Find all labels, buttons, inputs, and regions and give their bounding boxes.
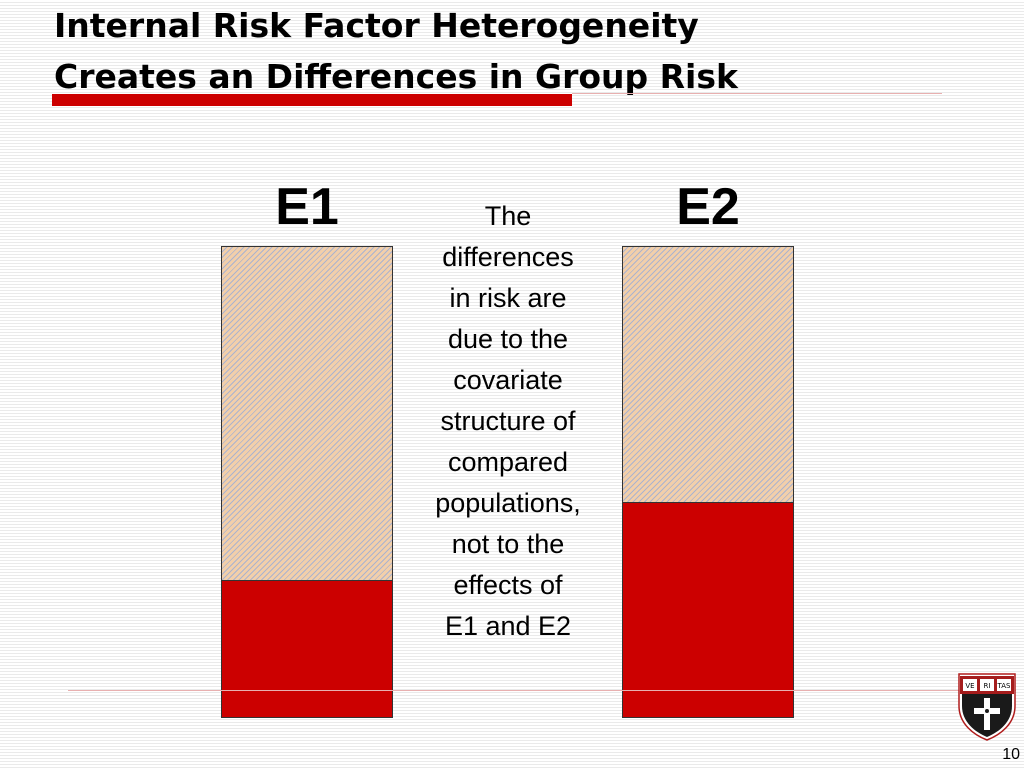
- note-line: not to the: [451, 529, 565, 559]
- title-underline-rule: [572, 93, 942, 94]
- note-line: covariate: [453, 365, 563, 395]
- risk-bar-e1: [221, 246, 393, 718]
- note-line: E1 and E2: [444, 611, 572, 641]
- logo-motto-tas: TAS: [997, 682, 1012, 690]
- note-line: differences: [442, 242, 574, 272]
- logo-motto-ri: RI: [984, 682, 991, 690]
- note-line: effects of: [453, 570, 563, 600]
- logo-motto-ve: VE: [965, 682, 974, 690]
- note-line: The: [484, 201, 532, 231]
- footer-rule: [68, 690, 1016, 691]
- explanation-note: The differences in risk are due to the c…: [408, 196, 608, 647]
- note-line: in risk are: [449, 283, 567, 313]
- slide-title: Internal Risk Factor Heterogeneity Creat…: [54, 0, 738, 102]
- note-line: compared: [447, 447, 569, 477]
- harvard-shield-icon: VE RI TAS: [958, 673, 1016, 741]
- risk-bar-e1-fill: [222, 579, 392, 717]
- bar-label-e1: E1: [275, 178, 339, 236]
- title-line-1: Internal Risk Factor Heterogeneity: [54, 6, 699, 45]
- note-line: due to the: [447, 324, 569, 354]
- note-line: structure of: [440, 406, 576, 436]
- risk-bar-e2-fill: [623, 502, 793, 717]
- note-line: populations,: [435, 488, 581, 518]
- title-line-2: Creates an Differences in Group Risk: [54, 57, 738, 96]
- page-number: 10: [1002, 746, 1020, 763]
- risk-bar-e2: [622, 246, 794, 718]
- bar-label-e2: E2: [676, 178, 740, 236]
- title-underline-bar: [52, 94, 572, 106]
